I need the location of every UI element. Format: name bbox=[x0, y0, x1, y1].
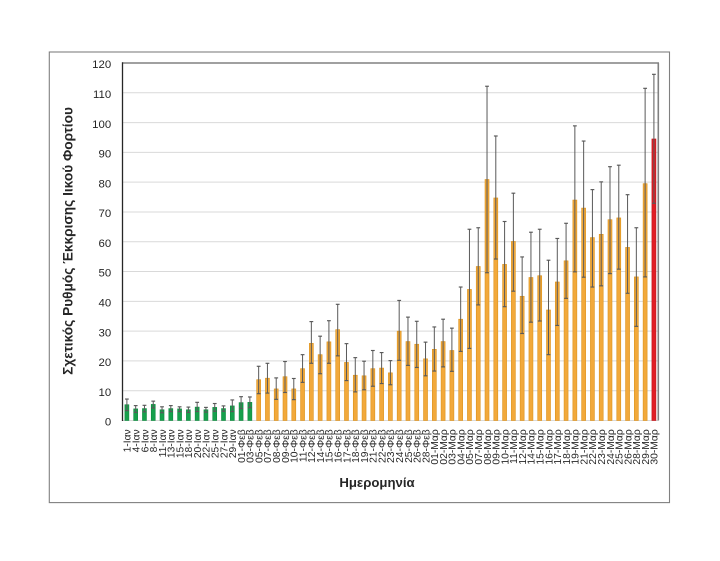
svg-text:14-Φεβ: 14-Φεβ bbox=[316, 429, 327, 463]
svg-text:01-Φεβ: 01-Φεβ bbox=[237, 429, 248, 463]
svg-text:03-Μαρ: 03-Μαρ bbox=[448, 429, 459, 464]
svg-text:120: 120 bbox=[92, 59, 111, 71]
svg-text:18-Ιαν: 18-Ιαν bbox=[184, 429, 195, 458]
svg-text:60: 60 bbox=[99, 238, 112, 250]
svg-text:8-Ιαν: 8-Ιαν bbox=[149, 429, 160, 452]
svg-text:28-Μαρ: 28-Μαρ bbox=[632, 429, 643, 464]
svg-text:08-Φεβ: 08-Φεβ bbox=[272, 429, 283, 463]
svg-text:0: 0 bbox=[105, 417, 111, 429]
svg-text:03-Φεβ: 03-Φεβ bbox=[246, 429, 257, 463]
svg-text:04-Μαρ: 04-Μαρ bbox=[456, 429, 467, 464]
svg-text:29-Ιαν: 29-Ιαν bbox=[228, 429, 239, 458]
svg-text:08-Μαρ: 08-Μαρ bbox=[483, 429, 494, 464]
svg-text:09-Μαρ: 09-Μαρ bbox=[492, 429, 503, 464]
svg-text:25-Μαρ: 25-Μαρ bbox=[615, 429, 626, 464]
svg-text:13-Ιαν: 13-Ιαν bbox=[167, 429, 178, 458]
svg-text:20: 20 bbox=[99, 357, 112, 369]
svg-text:25-Ιαν: 25-Ιαν bbox=[211, 429, 222, 458]
svg-text:09-Φεβ: 09-Φεβ bbox=[281, 429, 292, 463]
svg-text:20-Ιαν: 20-Ιαν bbox=[193, 429, 204, 458]
svg-text:80: 80 bbox=[99, 178, 112, 190]
svg-text:23-Φεβ: 23-Φεβ bbox=[386, 429, 397, 463]
svg-text:110: 110 bbox=[93, 89, 111, 101]
svg-text:16-Μαρ: 16-Μαρ bbox=[544, 429, 555, 464]
svg-text:10-Μαρ: 10-Μαρ bbox=[500, 429, 511, 464]
svg-text:27-Ιαν: 27-Ιαν bbox=[219, 429, 230, 458]
svg-text:11-Φεβ: 11-Φεβ bbox=[298, 429, 309, 462]
svg-text:19-Μαρ: 19-Μαρ bbox=[571, 429, 582, 464]
svg-text:17-Μαρ: 17-Μαρ bbox=[553, 429, 564, 464]
svg-text:24-Φεβ: 24-Φεβ bbox=[395, 429, 406, 463]
svg-text:15-Ιαν: 15-Ιαν bbox=[175, 429, 186, 458]
svg-text:05-Μαρ: 05-Μαρ bbox=[465, 429, 476, 464]
svg-text:07-Φεβ: 07-Φεβ bbox=[263, 429, 274, 463]
svg-text:16-Φεβ: 16-Φεβ bbox=[334, 429, 345, 463]
svg-text:40: 40 bbox=[99, 298, 112, 310]
svg-text:24-Μαρ: 24-Μαρ bbox=[606, 429, 617, 464]
svg-text:29-Μαρ: 29-Μαρ bbox=[641, 429, 652, 464]
svg-text:4-Ιαν: 4-Ιαν bbox=[131, 429, 142, 452]
svg-text:07-Μαρ: 07-Μαρ bbox=[474, 429, 485, 464]
svg-text:22-Ιαν: 22-Ιαν bbox=[202, 429, 213, 458]
svg-text:23-Μαρ: 23-Μαρ bbox=[597, 429, 608, 464]
svg-text:14-Μαρ: 14-Μαρ bbox=[527, 429, 538, 464]
svg-text:25-Φεβ: 25-Φεβ bbox=[404, 429, 415, 463]
svg-text:10-Φεβ: 10-Φεβ bbox=[290, 429, 301, 463]
svg-text:Ημερομηνία: Ημερομηνία bbox=[339, 475, 414, 490]
svg-text:100: 100 bbox=[92, 119, 111, 131]
svg-text:22-Φεβ: 22-Φεβ bbox=[377, 429, 388, 463]
svg-text:05-Φεβ: 05-Φεβ bbox=[254, 429, 265, 463]
svg-text:50: 50 bbox=[99, 268, 112, 280]
svg-text:1-Ιαν: 1-Ιαν bbox=[123, 429, 134, 452]
svg-text:11-Μαρ: 11-Μαρ bbox=[509, 429, 520, 464]
svg-text:26-Φεβ: 26-Φεβ bbox=[413, 429, 424, 463]
svg-text:21-Μαρ: 21-Μαρ bbox=[579, 429, 590, 464]
svg-text:10: 10 bbox=[99, 387, 112, 399]
svg-text:22-Μαρ: 22-Μαρ bbox=[588, 429, 599, 464]
svg-text:18-Μαρ: 18-Μαρ bbox=[562, 429, 573, 464]
svg-text:28-Φεβ: 28-Φεβ bbox=[421, 429, 432, 463]
svg-text:17-Φεβ: 17-Φεβ bbox=[342, 429, 353, 463]
svg-text:30: 30 bbox=[99, 327, 112, 339]
svg-text:01-Μαρ: 01-Μαρ bbox=[430, 429, 441, 464]
svg-text:19-Φεβ: 19-Φεβ bbox=[360, 429, 371, 463]
svg-text:70: 70 bbox=[99, 208, 112, 220]
svg-text:12-Μαρ: 12-Μαρ bbox=[518, 429, 529, 464]
svg-text:15-Φεβ: 15-Φεβ bbox=[325, 429, 336, 463]
svg-text:18-Φεβ: 18-Φεβ bbox=[351, 429, 362, 463]
svg-text:6-Ιαν: 6-Ιαν bbox=[140, 429, 151, 452]
svg-text:21-Φεβ: 21-Φεβ bbox=[369, 429, 380, 463]
svg-text:11-Ιαν: 11-Ιαν bbox=[158, 429, 169, 457]
svg-text:30-Μαρ: 30-Μαρ bbox=[650, 429, 661, 464]
svg-text:12-Φεβ: 12-Φεβ bbox=[307, 429, 318, 463]
svg-text:15-Μαρ: 15-Μαρ bbox=[536, 429, 547, 464]
svg-text:26-Μαρ: 26-Μαρ bbox=[623, 429, 634, 464]
svg-text:Σχετικός Ρυθμός Έκκρισης Ιικού: Σχετικός Ρυθμός Έκκρισης Ιικού Φορτίου bbox=[60, 107, 75, 375]
svg-text:02-Μαρ: 02-Μαρ bbox=[439, 429, 450, 464]
svg-text:90: 90 bbox=[99, 149, 112, 161]
